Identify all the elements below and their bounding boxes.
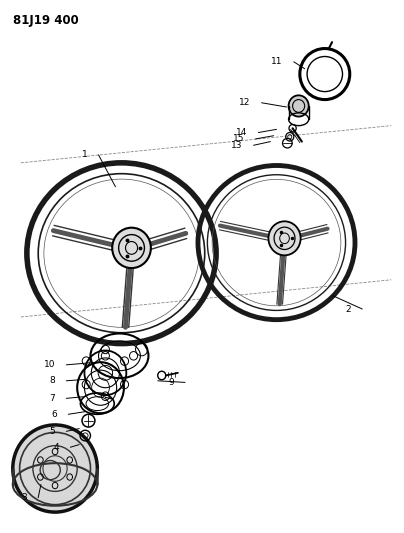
Text: 8: 8 xyxy=(49,376,55,385)
Text: 5: 5 xyxy=(49,427,55,436)
Text: 2: 2 xyxy=(345,304,351,313)
Text: 4: 4 xyxy=(53,443,59,452)
Text: 14: 14 xyxy=(236,128,247,137)
Ellipse shape xyxy=(288,95,309,117)
Ellipse shape xyxy=(112,228,151,268)
Ellipse shape xyxy=(13,425,97,512)
Text: 81J19 400: 81J19 400 xyxy=(13,14,78,27)
Text: 13: 13 xyxy=(231,141,242,150)
Text: 15: 15 xyxy=(233,134,244,143)
Text: 11: 11 xyxy=(271,58,282,66)
Ellipse shape xyxy=(268,221,301,255)
Text: 3: 3 xyxy=(21,493,27,502)
Text: 6: 6 xyxy=(51,410,57,419)
Text: 7: 7 xyxy=(49,394,55,403)
Text: 9: 9 xyxy=(168,378,174,387)
Text: 1: 1 xyxy=(82,150,87,159)
Text: 10: 10 xyxy=(44,360,55,369)
Text: 12: 12 xyxy=(239,98,250,107)
